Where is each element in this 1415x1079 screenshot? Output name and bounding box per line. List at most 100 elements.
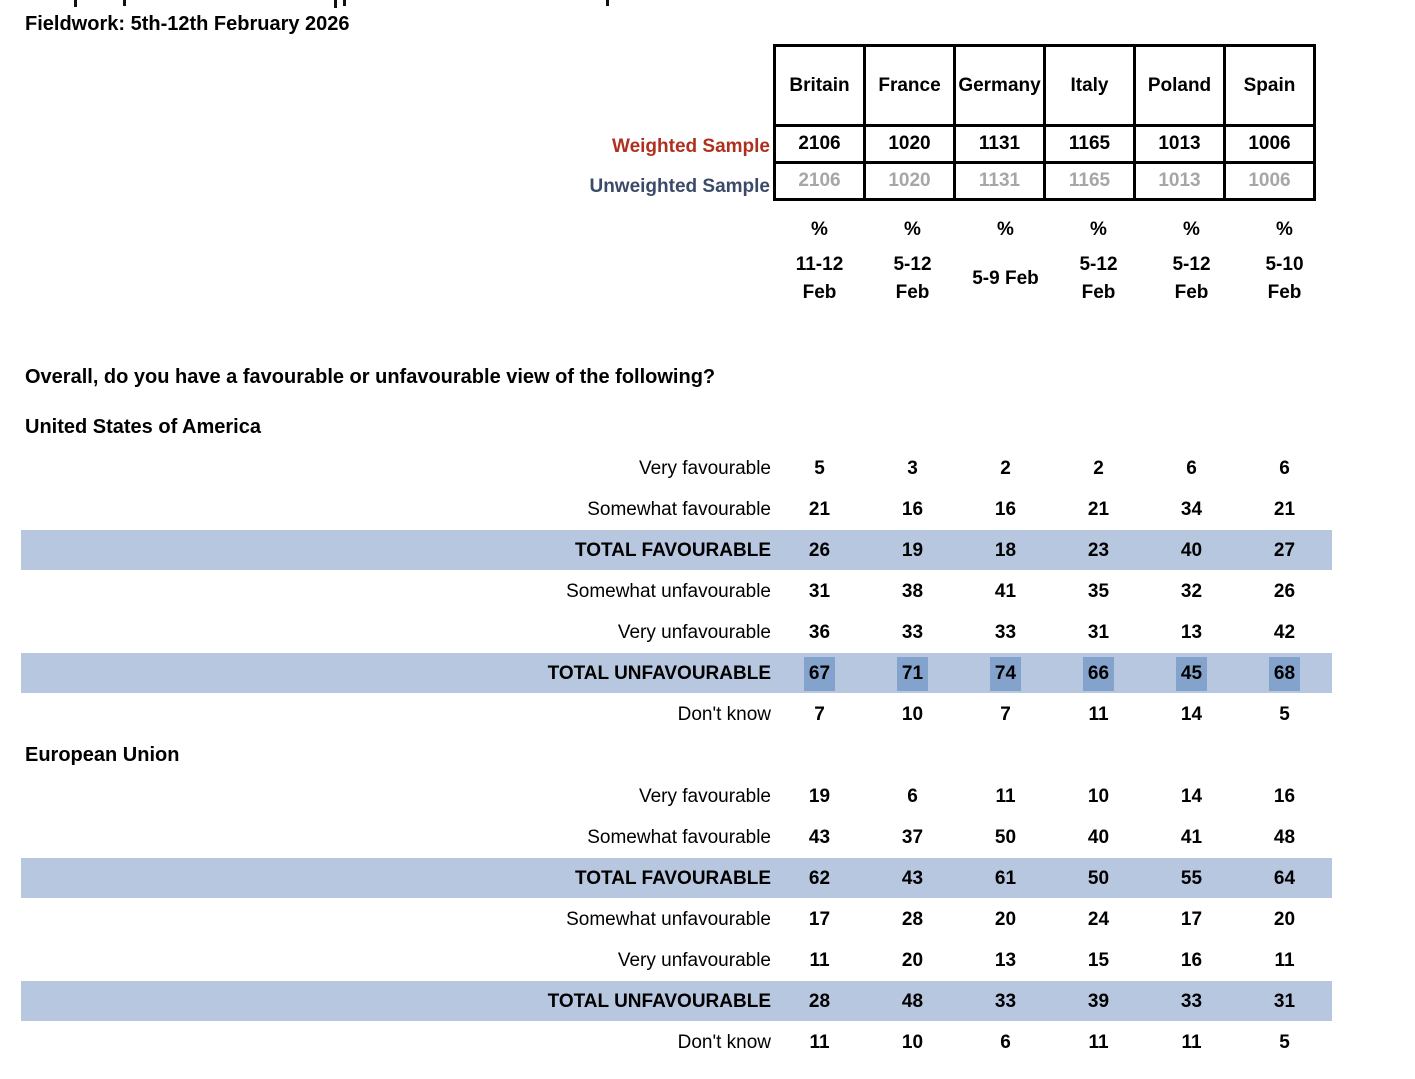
row-label: TOTAL FAVOURABLE	[575, 868, 771, 889]
value-cell: 62	[808, 867, 831, 889]
value-cell: 55	[1180, 867, 1203, 889]
value-cell: 11	[1274, 949, 1295, 971]
unweighted-sample-value: 1165	[1043, 161, 1136, 201]
value-cell: 31	[808, 580, 831, 602]
table-row: TOTAL UNFAVOURABLE 28 48 33 39 33 31	[0, 981, 1415, 1022]
percent-cell: %	[997, 219, 1014, 240]
value-cell: 7	[1000, 703, 1011, 725]
highlighted-value: 71	[896, 656, 929, 691]
weighted-sample-label: Weighted Sample	[611, 136, 770, 157]
percent-cell: %	[811, 219, 828, 240]
value-cell: 67	[773, 653, 866, 694]
country-header-row: Britain France Germany Italy Poland Spain	[773, 44, 1316, 127]
table-row: Somewhat unfavourable 17 28 20 24 17 20	[0, 899, 1415, 940]
country-header: Italy	[1043, 44, 1136, 127]
value-cell: 33	[994, 990, 1017, 1012]
value-cell: 28	[901, 908, 924, 930]
row-values: 21 16 16 21 34 21	[773, 489, 1331, 530]
value-cell: 33	[1180, 990, 1203, 1012]
sample-table: Britain France Germany Italy Poland Spain 2106…	[773, 44, 1316, 201]
row-label: Very unfavourable	[617, 950, 771, 971]
value-cell: 21	[808, 498, 831, 520]
date-cell: 5-9 Feb	[972, 268, 1039, 289]
value-cell: 6	[1186, 457, 1197, 479]
row-values: 62 43 61 50 55 64	[773, 858, 1331, 899]
value-cell: 18	[994, 539, 1017, 561]
value-cell: 21	[1087, 498, 1110, 520]
value-cell: 19	[808, 785, 831, 807]
value-cell: 50	[994, 826, 1017, 848]
table-row: Don't know 11 10 6 11 11 5	[0, 1022, 1415, 1063]
value-cell: 32	[1180, 580, 1203, 602]
value-cell: 26	[1273, 580, 1296, 602]
percent-cell: %	[1276, 219, 1293, 240]
value-cell: 40	[1087, 826, 1110, 848]
weighted-row: 2106 1020 1131 1165 1013 1006	[773, 124, 1316, 164]
weighted-sample-value: 2106	[773, 124, 866, 164]
value-cell: 17	[808, 908, 831, 930]
percent-row: %%%%%%	[773, 216, 1331, 244]
row-label: Don't know	[677, 1032, 771, 1053]
weighted-sample-value: 1131	[953, 124, 1046, 164]
table-row: Somewhat favourable 21 16 16 21 34 21	[0, 489, 1415, 530]
value-cell: 31	[1087, 621, 1110, 643]
row-values: 43 37 50 40 41 48	[773, 817, 1331, 858]
country-header: Spain	[1223, 44, 1316, 127]
value-cell: 20	[994, 908, 1017, 930]
value-cell: 10	[1087, 785, 1110, 807]
value-cell: 13	[1180, 621, 1203, 643]
table-row: Don't know 7 10 7 11 14 5	[0, 694, 1415, 735]
weighted-sample-value: 1006	[1223, 124, 1316, 164]
unweighted-sample-value: 1013	[1133, 161, 1226, 201]
value-cell: 40	[1180, 539, 1203, 561]
value-cell: 10	[901, 1031, 924, 1053]
unweighted-sample-value: 1006	[1223, 161, 1316, 201]
weighted-sample-value: 1013	[1133, 124, 1226, 164]
value-cell: 21	[1273, 498, 1296, 520]
value-cell: 16	[994, 498, 1017, 520]
row-label: Somewhat unfavourable	[566, 581, 771, 602]
value-cell: 16	[1273, 785, 1296, 807]
date-cell: 5-12 Feb	[893, 254, 932, 303]
value-cell: 6	[1279, 457, 1290, 479]
text-fragment	[343, 0, 346, 6]
value-cell: 50	[1087, 867, 1110, 889]
value-cell: 6	[907, 785, 918, 807]
value-cell: 20	[1273, 908, 1296, 930]
percent-cell: %	[1090, 219, 1107, 240]
value-cell: 11	[1088, 703, 1109, 725]
row-label: TOTAL UNFAVOURABLE	[547, 991, 771, 1012]
row-label: TOTAL UNFAVOURABLE	[547, 663, 771, 684]
value-cell: 2	[1093, 457, 1104, 479]
question-text: Overall, do you have a favourable or unf…	[25, 366, 716, 388]
weighted-sample-value: 1165	[1043, 124, 1136, 164]
value-cell: 71	[866, 653, 959, 694]
total-row-band	[21, 858, 1332, 898]
value-cell: 10	[901, 703, 924, 725]
country-header: Poland	[1133, 44, 1226, 127]
value-cell: 48	[901, 990, 924, 1012]
row-label: Very favourable	[638, 458, 771, 479]
value-cell: 11	[809, 949, 830, 971]
value-cell: 33	[901, 621, 924, 643]
sample-table-body: Britain France Germany Italy Poland Spain 2106…	[773, 44, 1316, 201]
value-cell: 33	[994, 621, 1017, 643]
value-cell: 28	[808, 990, 831, 1012]
value-cell: 41	[1180, 826, 1203, 848]
value-cell: 26	[808, 539, 831, 561]
fieldwork-dates-row: 11-12 Feb 5-12 Feb 5-9 Feb 5-12 Feb 5-12 Feb 5-10…	[773, 250, 1331, 308]
value-cell: 64	[1273, 867, 1296, 889]
value-cell: 14	[1180, 785, 1203, 807]
value-cell: 20	[901, 949, 924, 971]
date-cell: 5-12 Feb	[1172, 254, 1211, 303]
value-cell: 5	[1279, 703, 1290, 725]
value-cell: 39	[1087, 990, 1110, 1012]
row-label: Somewhat favourable	[587, 499, 771, 520]
row-label: Very favourable	[638, 786, 771, 807]
value-cell: 31	[1273, 990, 1296, 1012]
value-cell: 34	[1180, 498, 1203, 520]
row-values: 11 20 13 15 16 11	[773, 940, 1331, 981]
row-label: TOTAL FAVOURABLE	[575, 540, 771, 561]
country-header: Britain	[773, 44, 866, 127]
unweighted-sample-value: 2106	[773, 161, 866, 201]
